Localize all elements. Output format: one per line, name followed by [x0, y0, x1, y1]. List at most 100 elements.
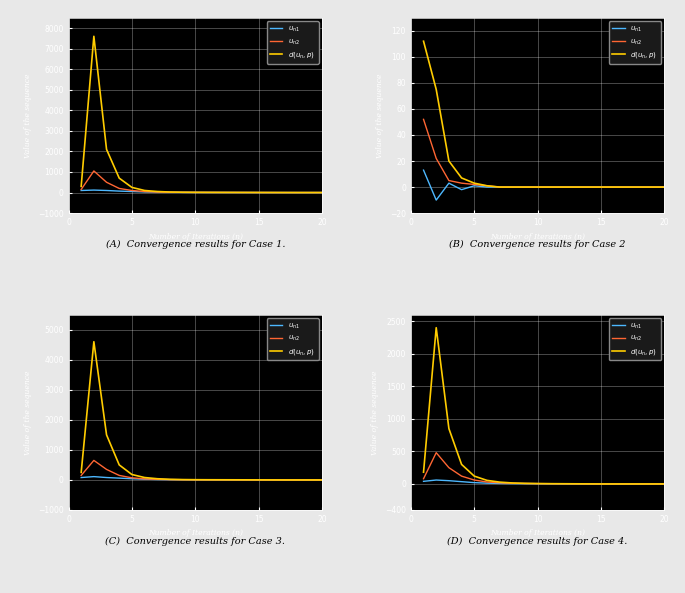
Text: (A)  Convergence results for Case 1.: (A) Convergence results for Case 1. [105, 240, 285, 249]
$d(u_n, p)$ [534, 183, 542, 190]
$d(u_n, p)$ [255, 476, 263, 483]
Legend: $u_{n1}$, $u_{n2}$, $d(u_n, p)$: $u_{n1}$, $u_{n2}$, $d(u_n, p)$ [609, 318, 661, 361]
Line: $u_{n1}$: $u_{n1}$ [82, 190, 322, 193]
$u_{n2}$ [140, 188, 149, 195]
$u_{n1}$ [166, 189, 174, 196]
$u_{n1}$ [546, 183, 554, 190]
$u_{n1}$ [534, 183, 542, 190]
$u_{n2}$ [647, 183, 656, 190]
$d(u_n, p)$ [419, 468, 427, 476]
Y-axis label: Value of the sequence: Value of the sequence [25, 73, 32, 158]
$u_{n1}$ [103, 187, 111, 194]
$d(u_n, p)$ [140, 187, 149, 194]
$u_{n1}$ [458, 186, 466, 193]
$u_{n2}$ [495, 183, 503, 190]
$d(u_n, p)$ [242, 476, 250, 483]
$u_{n2}$ [571, 183, 580, 190]
$u_{n1}$ [318, 476, 326, 483]
$d(u_n, p)$ [521, 480, 529, 487]
$d(u_n, p)$ [191, 189, 199, 196]
$u_{n1}$ [179, 189, 187, 196]
$u_{n2}$ [255, 189, 263, 196]
$u_{n2}$ [660, 480, 669, 487]
$d(u_n, p)$ [306, 476, 314, 483]
$d(u_n, p)$ [432, 86, 440, 93]
$d(u_n, p)$ [216, 189, 225, 196]
$u_{n2}$ [622, 183, 630, 190]
$d(u_n, p)$ [571, 183, 580, 190]
$u_{n2}$ [229, 189, 238, 196]
$d(u_n, p)$ [470, 180, 478, 187]
$u_{n1}$ [495, 183, 503, 190]
$u_{n1}$ [483, 480, 491, 487]
$d(u_n, p)$ [115, 174, 123, 181]
$u_{n1}$ [242, 189, 250, 196]
$u_{n1}$ [470, 479, 478, 486]
$d(u_n, p)$ [495, 183, 503, 190]
X-axis label: Number of Iterations (n): Number of Iterations (n) [490, 232, 585, 241]
$d(u_n, p)$ [458, 174, 466, 181]
$u_{n2}$ [521, 183, 529, 190]
$u_{n1}$ [635, 480, 643, 487]
$u_{n1}$ [229, 476, 238, 483]
$u_{n2}$ [128, 474, 136, 482]
$u_{n1}$ [521, 183, 529, 190]
$u_{n1}$ [597, 480, 605, 487]
$u_{n2}$ [242, 189, 250, 196]
$u_{n1}$ [204, 476, 212, 483]
$u_{n2}$ [597, 480, 605, 487]
$d(u_n, p)$ [292, 189, 301, 196]
$u_{n2}$ [280, 189, 288, 196]
X-axis label: Number of Iterations (n): Number of Iterations (n) [490, 530, 585, 537]
$u_{n2}$ [90, 457, 98, 464]
$u_{n2}$ [90, 167, 98, 174]
$u_{n2}$ [191, 189, 199, 196]
$u_{n1}$ [255, 189, 263, 196]
$d(u_n, p)$ [229, 189, 238, 196]
$u_{n1}$ [432, 196, 440, 203]
$u_{n1}$ [140, 189, 149, 196]
$u_{n2}$ [292, 476, 301, 483]
$u_{n1}$ [140, 476, 149, 483]
$d(u_n, p)$ [660, 183, 669, 190]
$d(u_n, p)$ [179, 476, 187, 483]
$u_{n1}$ [559, 183, 567, 190]
$u_{n1}$ [508, 183, 516, 190]
$u_{n1}$ [432, 476, 440, 483]
$d(u_n, p)$ [216, 476, 225, 483]
$d(u_n, p)$ [445, 158, 453, 165]
$u_{n2}$ [508, 183, 516, 190]
$u_{n1}$ [216, 189, 225, 196]
$u_{n2}$ [546, 480, 554, 487]
$d(u_n, p)$ [635, 480, 643, 487]
Y-axis label: Value of the sequence: Value of the sequence [25, 370, 32, 455]
$d(u_n, p)$ [508, 183, 516, 190]
$d(u_n, p)$ [584, 480, 593, 487]
$d(u_n, p)$ [445, 425, 453, 432]
$u_{n2}$ [255, 476, 263, 483]
$d(u_n, p)$ [483, 182, 491, 189]
$u_{n1}$ [267, 189, 275, 196]
$u_{n1}$ [470, 182, 478, 189]
$u_{n1}$ [280, 189, 288, 196]
$u_{n1}$ [508, 480, 516, 487]
$d(u_n, p)$ [179, 189, 187, 196]
$u_{n2}$ [571, 480, 580, 487]
$u_{n2}$ [432, 449, 440, 456]
$d(u_n, p)$ [103, 146, 111, 153]
$u_{n1}$ [191, 476, 199, 483]
$u_{n2}$ [458, 180, 466, 187]
$d(u_n, p)$ [140, 474, 149, 481]
$u_{n2}$ [179, 476, 187, 483]
$u_{n2}$ [445, 177, 453, 184]
$u_{n2}$ [153, 476, 162, 483]
$d(u_n, p)$ [647, 480, 656, 487]
$u_{n2}$ [216, 189, 225, 196]
Line: $d(u_n, p)$: $d(u_n, p)$ [82, 36, 322, 193]
$u_{n1}$ [610, 183, 618, 190]
$d(u_n, p)$ [128, 471, 136, 478]
$d(u_n, p)$ [597, 183, 605, 190]
$u_{n2}$ [559, 480, 567, 487]
$d(u_n, p)$ [419, 38, 427, 45]
$u_{n1}$ [445, 180, 453, 187]
